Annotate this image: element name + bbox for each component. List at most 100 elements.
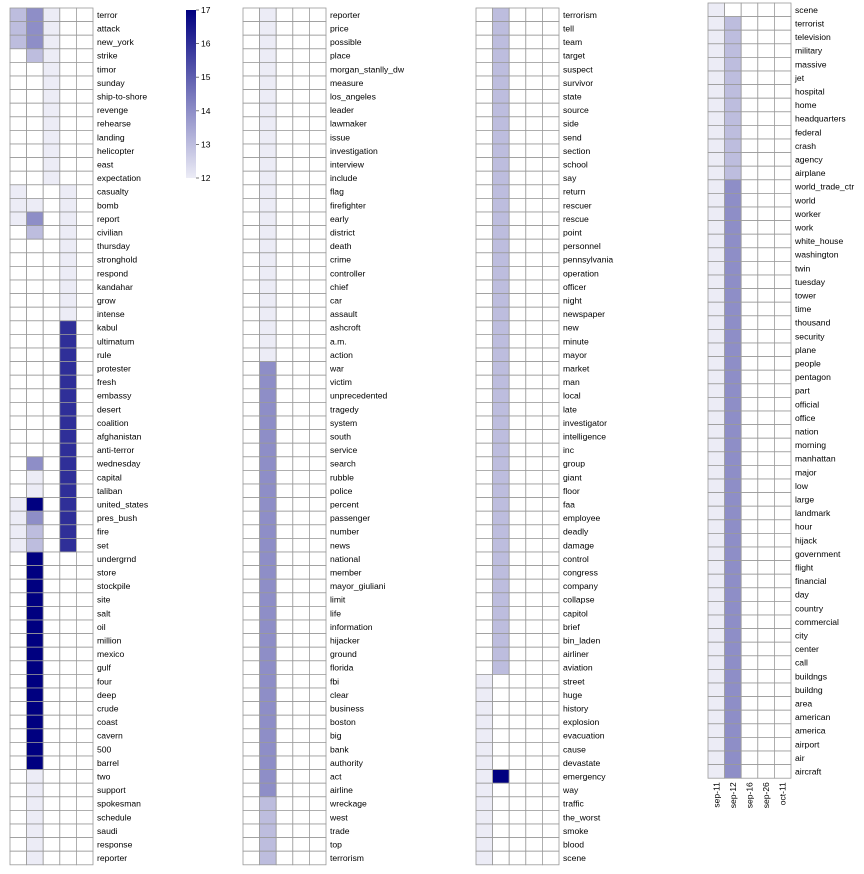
heatmap-cell (757, 43, 775, 58)
heatmap-cell (525, 279, 543, 295)
heatmap-cell (42, 850, 61, 866)
heatmap-cell (42, 347, 61, 363)
heatmap-cell (9, 565, 28, 580)
heatmap-cell (275, 333, 294, 349)
heatmap-cell (26, 265, 44, 281)
heatmap-cell (740, 519, 759, 534)
heatmap-cell (542, 850, 560, 866)
heatmap-row: stockpile (9, 578, 131, 594)
heatmap-cell (275, 265, 294, 281)
heatmap-cell (492, 687, 510, 703)
heatmap-cell (9, 633, 28, 648)
heatmap-cell (525, 578, 543, 594)
row-label: cause (563, 744, 586, 754)
row-label: possible (330, 37, 362, 47)
row-label: south (330, 432, 351, 442)
heatmap-cell (308, 728, 327, 743)
heatmap-cell (740, 451, 759, 466)
heatmap-cell (542, 48, 560, 63)
heatmap-cell (475, 524, 494, 539)
row-label: intense (97, 309, 125, 319)
heatmap-cell (492, 796, 510, 811)
row-label: market (563, 364, 590, 374)
heatmap-cell (707, 97, 726, 113)
heatmap-cell (242, 388, 261, 403)
heatmap-cell (308, 62, 327, 77)
heatmap-row: kabul (9, 320, 118, 335)
heatmap-cell (308, 538, 327, 553)
heatmap-cell (525, 565, 543, 580)
heatmap-row: member (242, 565, 362, 580)
heatmap-row: jet (707, 70, 805, 86)
heatmap-cell (724, 669, 742, 684)
heatmap-cell (292, 524, 310, 539)
heatmap-cell (275, 401, 294, 417)
row-label: big (330, 731, 342, 741)
row-label: number (330, 527, 359, 537)
heatmap-row: huge (475, 687, 582, 703)
heatmap-cell (740, 764, 759, 779)
heatmap-cell (774, 533, 792, 548)
heatmap-cell (42, 810, 61, 825)
heatmap-row: late (475, 401, 577, 417)
row-label: school (563, 160, 588, 170)
heatmap-cell (259, 524, 277, 539)
row-label: part (795, 386, 810, 396)
heatmap-cell (59, 320, 77, 335)
heatmap-cell (42, 769, 61, 784)
heatmap-cell (308, 293, 327, 308)
heatmap-cell (9, 62, 28, 77)
heatmap-cell (525, 347, 543, 363)
row-label: hijack (795, 535, 818, 545)
heatmap-cell (26, 116, 44, 131)
heatmap-cell (525, 742, 543, 757)
heatmap-row: controller (242, 265, 365, 281)
heatmap-row: aviation (475, 660, 593, 675)
heatmap-cell (242, 184, 261, 199)
heatmap-cell (724, 206, 742, 222)
heatmap-cell (292, 184, 310, 199)
heatmap-row: four (9, 674, 112, 689)
heatmap-cell (525, 796, 543, 811)
row-label: home (795, 100, 817, 110)
heatmap-cell (508, 660, 527, 675)
heatmap-cell (475, 361, 494, 376)
row-label: unprecedented (330, 391, 388, 401)
heatmap-cell (757, 505, 775, 521)
heatmap-cell (707, 301, 726, 317)
heatmap-cell (492, 170, 510, 186)
heatmap-cell (508, 225, 527, 240)
heatmap-cell (724, 84, 742, 99)
heatmap-row: clear (242, 687, 349, 703)
heatmap-cell (757, 383, 775, 398)
heatmap-cell (292, 320, 310, 335)
heatmap-cell (242, 742, 261, 757)
heatmap-cell (757, 288, 775, 303)
heatmap-cell (26, 415, 44, 431)
heatmap-cell (492, 34, 510, 50)
heatmap-cell (275, 7, 294, 23)
heatmap-cell (475, 687, 494, 703)
heatmap-cell (774, 356, 792, 371)
heatmap-row: hour (707, 519, 812, 534)
heatmap-cell (542, 7, 560, 23)
heatmap-cell (525, 524, 543, 539)
heatmap-row: leader (242, 102, 354, 118)
heatmap-cell (259, 510, 277, 526)
heatmap-row: state (475, 89, 582, 104)
heatmap-cell (59, 429, 77, 444)
heatmap-cell (492, 606, 510, 621)
heatmap-cell (275, 48, 294, 63)
heatmap-cell (740, 111, 759, 126)
heatmap-cell (508, 7, 527, 23)
heatmap-cell (508, 429, 527, 444)
heatmap-cell (275, 456, 294, 471)
row-label: damage (563, 540, 594, 550)
heatmap-row: intelligence (475, 429, 606, 444)
heatmap-cell (9, 265, 28, 281)
heatmap-cell (259, 687, 277, 703)
heatmap-cell (308, 578, 327, 594)
heatmap-cell (724, 220, 742, 235)
heatmap-cell (42, 89, 61, 104)
heatmap-cell (26, 21, 44, 36)
